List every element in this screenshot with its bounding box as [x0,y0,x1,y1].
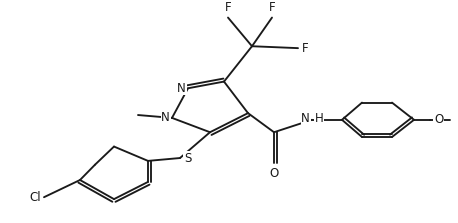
Text: S: S [184,151,191,165]
Text: F: F [225,1,231,14]
Text: N: N [177,82,186,95]
Text: N: N [161,112,170,124]
Text: O: O [269,167,278,180]
Text: Cl: Cl [29,191,41,204]
Text: H: H [315,112,324,125]
Text: F: F [302,42,309,55]
Text: F: F [269,1,275,14]
Text: O: O [434,113,443,126]
Text: N: N [301,112,310,125]
